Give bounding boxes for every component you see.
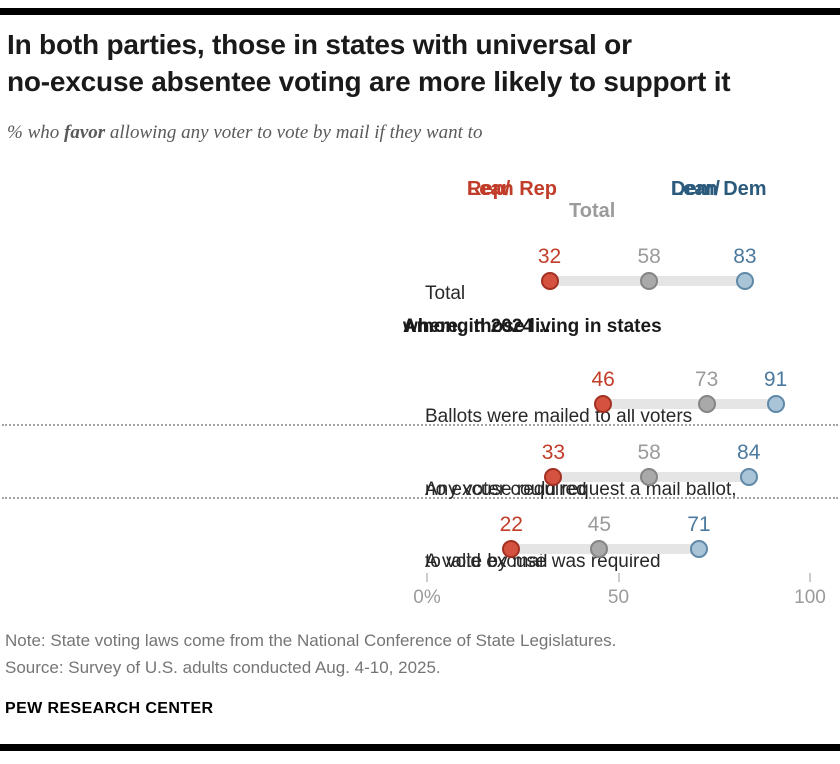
- dot-total: [697, 395, 716, 413]
- value-label-dem: 71: [687, 513, 711, 536]
- dot-rep: [502, 540, 521, 558]
- dot-rep: [594, 395, 613, 413]
- value-label-dem: 91: [763, 368, 788, 391]
- axis-tick-label: 0%: [413, 587, 441, 608]
- subtitle-bold-word: favor: [64, 122, 106, 143]
- dot-track: [594, 399, 785, 409]
- dot-total: [640, 272, 659, 290]
- dot-rep: [540, 272, 559, 290]
- dot-total: [590, 540, 609, 558]
- dot-dem: [735, 272, 754, 290]
- dot-dem: [689, 540, 708, 558]
- value-label-dem: 84: [737, 441, 761, 464]
- bottom-border-rule: [0, 744, 840, 751]
- axis-tick-label: 50: [607, 587, 630, 608]
- chart-title-line-2: no-excuse absentee voting are more likel…: [7, 66, 731, 97]
- chart-title-line-1: In both parties, those in states with un…: [7, 29, 632, 60]
- dot-total: [640, 468, 659, 486]
- value-label-rep: 46: [591, 368, 615, 391]
- row-separator: [2, 424, 838, 426]
- axis-tick: [617, 573, 620, 582]
- row-separator: [2, 497, 838, 499]
- axis-tick-label: 100: [794, 587, 826, 608]
- note-text: Note: State voting laws come from the Na…: [5, 631, 617, 650]
- source-text: Source: Survey of U.S. adults conducted …: [5, 658, 441, 677]
- pew-research-center-label: PEW RESEARCH CENTER: [5, 700, 214, 717]
- value-label-total: 45: [587, 513, 612, 536]
- value-label-rep: 32: [537, 245, 562, 268]
- value-label-total: 73: [694, 368, 719, 391]
- dot-rep: [544, 468, 563, 486]
- dot-plot-chart: Rep/Lean Rep Total Dem/Lean Dem Among those…: [0, 172, 840, 619]
- value-label-rep: 22: [499, 513, 523, 536]
- subtitle-suffix: allowing any voter to vote by mail if th…: [105, 122, 483, 143]
- value-label-dem: 83: [733, 245, 757, 268]
- chart-title: In both parties, those in states with un…: [7, 26, 835, 100]
- chart-subtitle: % who favor allowing any voter to vote b…: [7, 122, 482, 144]
- value-label-total: 58: [637, 245, 661, 268]
- dot-dem: [766, 395, 785, 413]
- value-label-rep: 33: [541, 441, 566, 464]
- axis-tick: [809, 573, 811, 582]
- value-label-total: 58: [637, 441, 661, 464]
- dot-dem: [739, 468, 758, 486]
- subtitle-prefix: % who: [7, 122, 64, 143]
- top-border-rule: [0, 8, 840, 15]
- axis-tick: [426, 573, 428, 582]
